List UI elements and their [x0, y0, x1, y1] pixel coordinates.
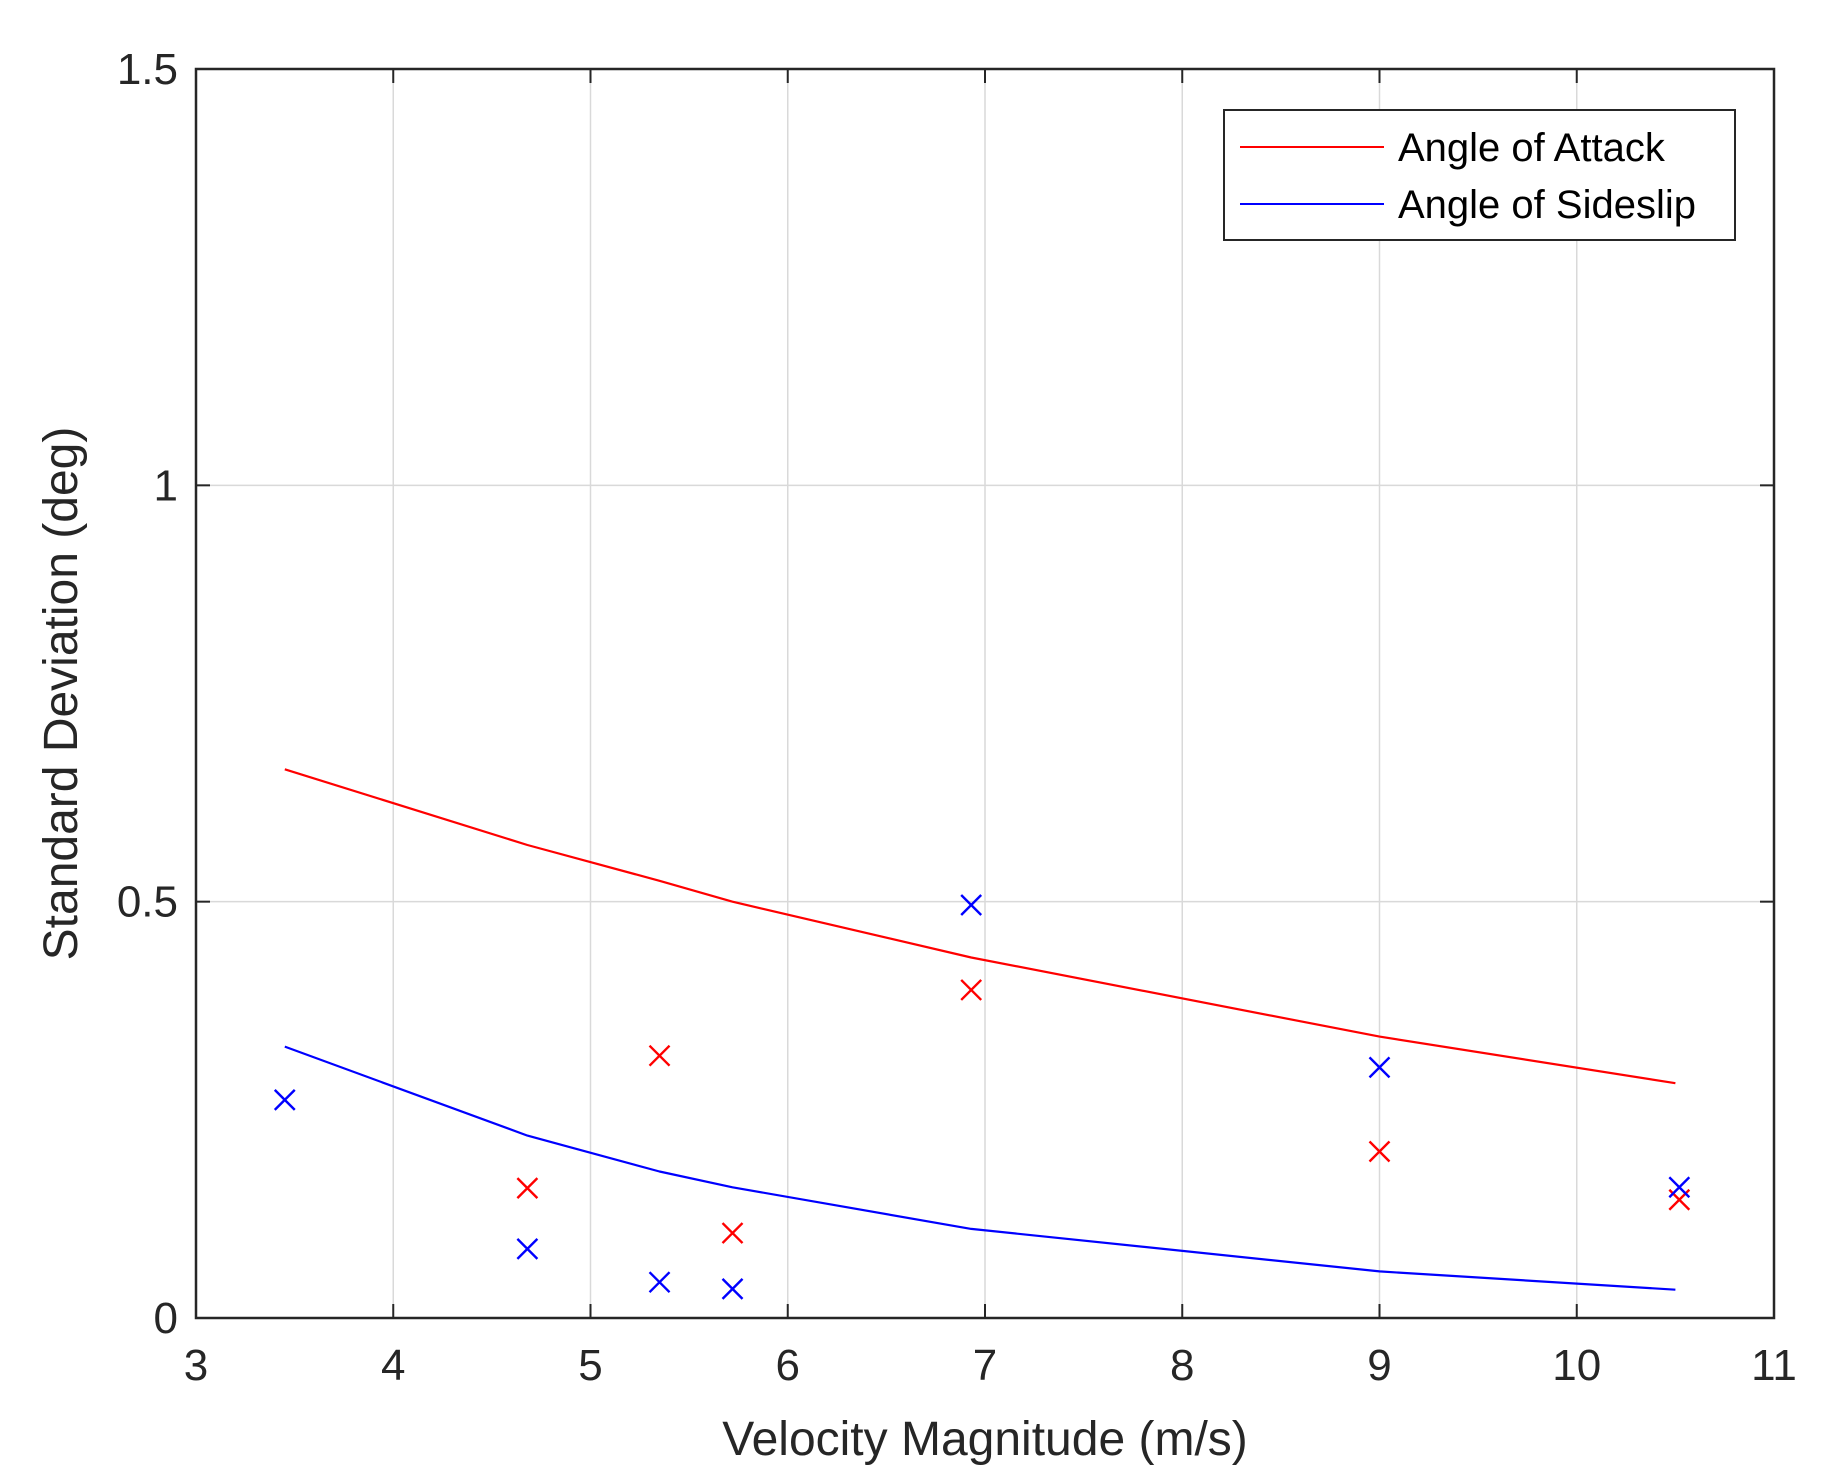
- grid: [196, 69, 1774, 1318]
- data-point-sideslip: [648, 1271, 671, 1294]
- legend-box: [1223, 109, 1736, 241]
- series-line-attack: [284, 768, 1676, 1085]
- data-point-sideslip: [516, 1238, 539, 1260]
- data-point-attack: [960, 979, 983, 1001]
- series-points: [273, 894, 1691, 1300]
- data-point-sideslip: [1368, 1056, 1391, 1079]
- x-tick-label: 10: [1552, 1341, 1601, 1390]
- x-tick-label: 3: [184, 1341, 208, 1390]
- data-point-attack: [648, 1044, 671, 1067]
- data-point-sideslip: [273, 1088, 296, 1111]
- x-tick-label: 11: [1751, 1341, 1797, 1390]
- marker-stroke: [960, 979, 983, 1001]
- x-tick-labels: 3 4 5 6 7 8 9 10 11: [184, 1341, 1797, 1390]
- marker-stroke: [648, 1271, 671, 1294]
- marker-stroke: [1368, 1140, 1391, 1163]
- y-tick-label: 1.5: [117, 45, 178, 94]
- marker-stroke: [721, 1278, 744, 1300]
- x-tick-label: 6: [776, 1341, 800, 1390]
- y-axis-label: Standard Deviation (deg): [35, 427, 88, 961]
- x-tick-label: 5: [578, 1341, 602, 1390]
- legend-label-attack: Angle of Attack: [1398, 126, 1666, 170]
- y-tick-label: 0: [154, 1294, 178, 1343]
- x-tick-label: 4: [381, 1341, 405, 1390]
- x-tick-label: 9: [1367, 1341, 1391, 1390]
- legend: Angle of Attack Angle of Sideslip: [1223, 109, 1736, 241]
- series-lines: [284, 768, 1676, 1291]
- marker-stroke: [516, 1238, 539, 1260]
- marker-stroke: [1668, 1176, 1691, 1199]
- marker-stroke: [648, 1044, 671, 1067]
- marker-stroke: [516, 1177, 539, 1199]
- x-tick-label: 8: [1170, 1341, 1194, 1390]
- y-tick-label: 1: [154, 461, 178, 510]
- data-point-sideslip: [721, 1278, 744, 1300]
- marker-stroke: [1368, 1056, 1391, 1079]
- legend-label-sideslip: Angle of Sideslip: [1398, 183, 1696, 227]
- x-tick-label: 7: [973, 1341, 997, 1390]
- ticks: [195, 68, 1775, 1319]
- data-point-attack: [516, 1177, 539, 1199]
- data-point-attack: [721, 1222, 744, 1244]
- y-tick-label: 0.5: [117, 878, 178, 927]
- marker-stroke: [273, 1088, 296, 1111]
- data-point-sideslip: [960, 894, 983, 916]
- marker-stroke: [960, 894, 983, 916]
- data-point-attack: [1368, 1140, 1391, 1163]
- x-axis-label: Velocity Magnitude (m/s): [722, 1413, 1248, 1466]
- marker-stroke: [721, 1222, 744, 1244]
- series-line-sideslip: [284, 1045, 1676, 1291]
- data-point-sideslip: [1668, 1176, 1691, 1199]
- y-tick-labels: 0 0.5 1 1.5: [117, 45, 178, 1343]
